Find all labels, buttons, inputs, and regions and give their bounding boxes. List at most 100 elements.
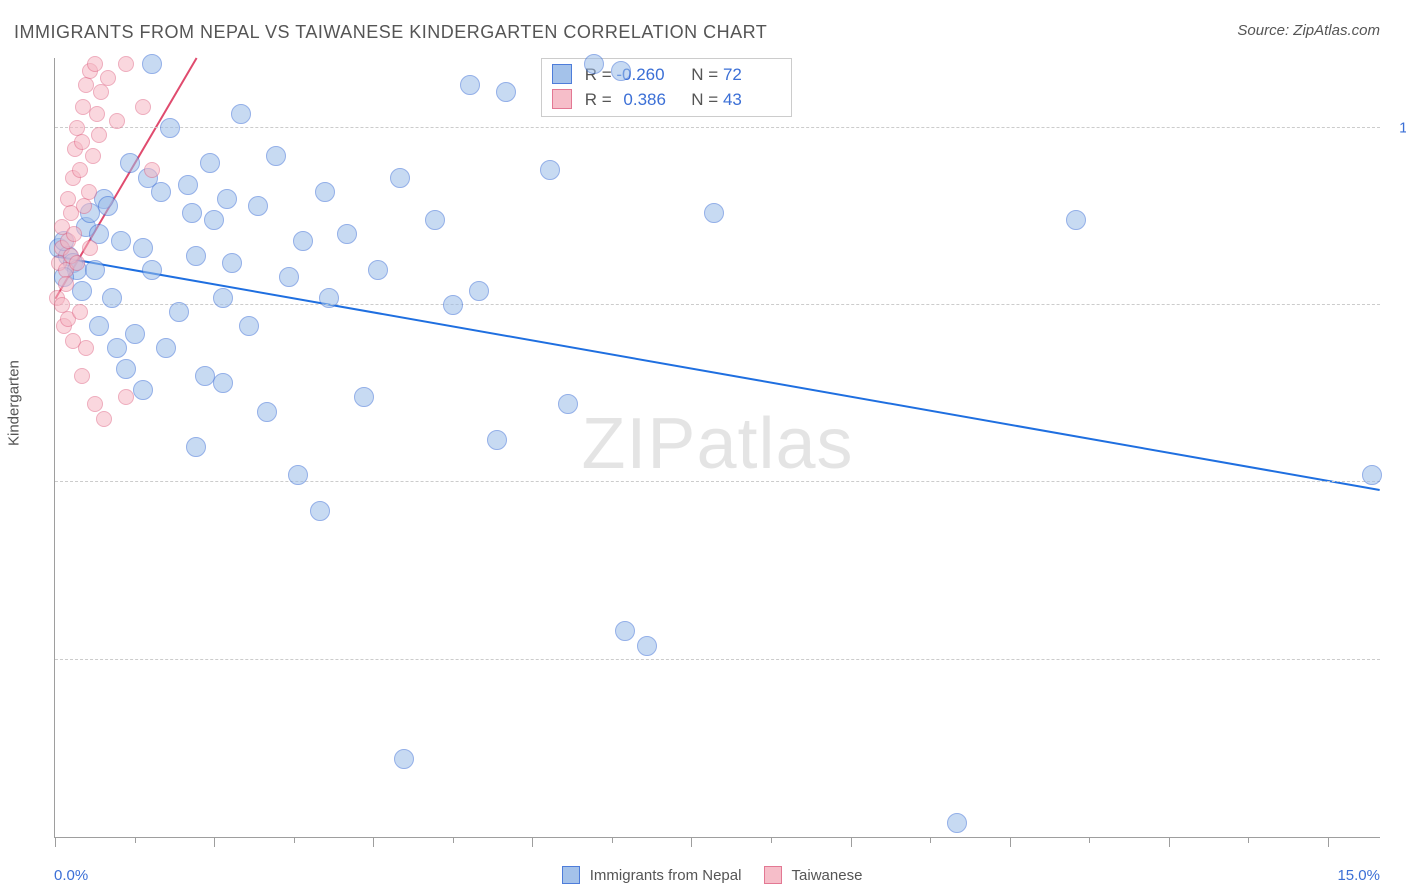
data-point-nepal (186, 246, 206, 266)
x-tick (1169, 837, 1170, 847)
x-tick (851, 837, 852, 847)
x-tick (691, 837, 692, 847)
swatch-nepal (562, 866, 580, 884)
x-tick (214, 837, 215, 847)
y-axis-label: Kindergarten (6, 360, 23, 446)
data-point-taiwanese (78, 340, 94, 356)
data-point-taiwanese (109, 113, 125, 129)
stats-n-taiwanese: 43 (723, 88, 779, 113)
data-point-nepal (337, 224, 357, 244)
data-point-nepal (213, 288, 233, 308)
chart-container: IMMIGRANTS FROM NEPAL VS TAIWANESE KINDE… (0, 0, 1406, 892)
data-point-nepal (120, 153, 140, 173)
legend-label-nepal: Immigrants from Nepal (590, 867, 742, 884)
data-point-taiwanese (74, 134, 90, 150)
stats-r-label: R = (585, 90, 617, 109)
stats-legend-box: R = -0.260 N = 72 R = 0.386 N = 43 (541, 58, 792, 117)
x-tick (1328, 837, 1329, 847)
x-tick (930, 837, 931, 843)
data-point-nepal (125, 324, 145, 344)
data-point-nepal (116, 359, 136, 379)
data-point-taiwanese (81, 184, 97, 200)
data-point-nepal (186, 437, 206, 457)
trendline-nepal (55, 256, 1379, 490)
data-point-nepal (72, 281, 92, 301)
x-tick (771, 837, 772, 843)
data-point-nepal (102, 288, 122, 308)
data-point-nepal (368, 260, 388, 280)
data-point-taiwanese (78, 77, 94, 93)
data-point-nepal (178, 175, 198, 195)
data-point-nepal (248, 196, 268, 216)
data-point-nepal (133, 380, 153, 400)
x-tick (453, 837, 454, 843)
data-point-nepal (425, 210, 445, 230)
data-point-taiwanese (72, 304, 88, 320)
source-prefix: Source: (1237, 22, 1293, 39)
data-point-taiwanese (96, 411, 112, 427)
chart-title: IMMIGRANTS FROM NEPAL VS TAIWANESE KINDE… (14, 22, 767, 43)
data-point-nepal (231, 104, 251, 124)
data-point-taiwanese (144, 162, 160, 178)
data-point-nepal (443, 295, 463, 315)
data-point-nepal (151, 182, 171, 202)
data-point-nepal (217, 189, 237, 209)
data-point-nepal (288, 465, 308, 485)
data-point-nepal (85, 260, 105, 280)
data-point-nepal (142, 260, 162, 280)
x-tick (135, 837, 136, 843)
data-point-nepal (460, 75, 480, 95)
x-tick (373, 837, 374, 847)
stats-n-label: N = (691, 65, 723, 84)
y-tick-label: 97.5% (1390, 297, 1406, 314)
x-tick (532, 837, 533, 847)
data-point-nepal (947, 813, 967, 833)
data-point-nepal (133, 238, 153, 258)
x-tick (1010, 837, 1011, 847)
stats-n-label: N = (691, 90, 723, 109)
data-point-taiwanese (118, 389, 134, 405)
y-tick-label: 92.5% (1390, 651, 1406, 668)
swatch-taiwanese (764, 866, 782, 884)
data-point-nepal (1066, 210, 1086, 230)
data-point-taiwanese (91, 127, 107, 143)
data-point-nepal (257, 402, 277, 422)
data-point-taiwanese (118, 56, 134, 72)
x-tick (55, 837, 56, 847)
data-point-taiwanese (93, 84, 109, 100)
data-point-nepal (204, 210, 224, 230)
data-point-nepal (213, 373, 233, 393)
x-tick (294, 837, 295, 843)
data-point-nepal (107, 338, 127, 358)
data-point-nepal (160, 118, 180, 138)
data-point-taiwanese (87, 56, 103, 72)
data-point-nepal (611, 61, 631, 81)
plot-area: ZIPatlas R = -0.260 N = 72 R = 0.386 N =… (54, 58, 1380, 838)
x-tick (1089, 837, 1090, 843)
data-point-nepal (540, 160, 560, 180)
data-point-nepal (89, 316, 109, 336)
data-point-nepal (266, 146, 286, 166)
data-point-nepal (315, 182, 335, 202)
data-point-nepal (496, 82, 516, 102)
legend-label-taiwanese: Taiwanese (792, 867, 863, 884)
data-point-nepal (182, 203, 202, 223)
data-point-nepal (279, 267, 299, 287)
gridline (55, 304, 1380, 305)
source-name: ZipAtlas.com (1293, 22, 1380, 39)
data-point-nepal (111, 231, 131, 251)
gridline (55, 481, 1380, 482)
trend-lines-svg (55, 58, 1380, 837)
data-point-nepal (354, 387, 374, 407)
data-point-taiwanese (66, 226, 82, 242)
data-point-taiwanese (72, 162, 88, 178)
stats-r-taiwanese: 0.386 (616, 88, 672, 113)
data-point-nepal (156, 338, 176, 358)
stats-row-taiwanese: R = 0.386 N = 43 (552, 88, 779, 113)
data-point-nepal (169, 302, 189, 322)
data-point-nepal (1362, 465, 1382, 485)
swatch-nepal (552, 64, 572, 84)
stats-n-nepal: 72 (723, 63, 779, 88)
data-point-nepal (704, 203, 724, 223)
data-point-nepal (293, 231, 313, 251)
